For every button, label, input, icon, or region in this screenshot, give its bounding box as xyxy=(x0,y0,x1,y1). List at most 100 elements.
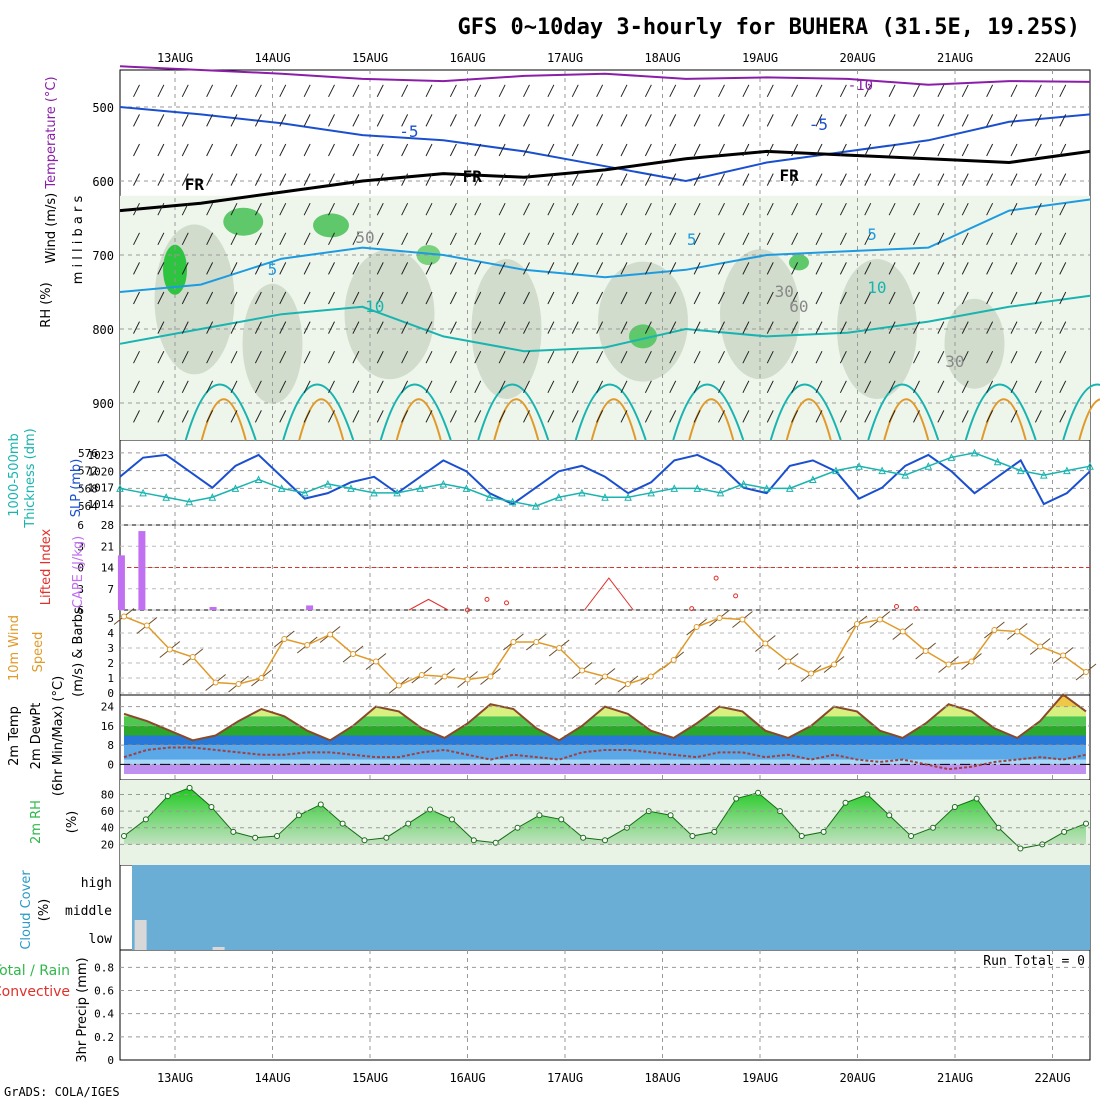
axis-label-part: Thickness (dm) xyxy=(23,428,38,528)
run-total: Run Total = 0 xyxy=(983,954,1085,969)
axis-label-part: Wind (m/s) xyxy=(44,193,59,264)
wind-barb xyxy=(352,410,360,423)
wind-barb xyxy=(1010,350,1018,364)
warm-contour xyxy=(298,398,345,441)
wind-barb xyxy=(571,380,579,394)
wind-speed-point xyxy=(922,648,929,654)
wind-barb xyxy=(498,143,506,157)
warm-contour xyxy=(395,398,442,441)
wind-barb xyxy=(693,84,701,98)
temp-line xyxy=(123,693,1087,742)
temp-band xyxy=(124,725,1086,736)
contour-label: 60 xyxy=(789,297,808,316)
warm-contour xyxy=(493,398,540,441)
wind-speed-point xyxy=(212,679,219,686)
wind-speed-point xyxy=(762,640,769,647)
wind-barb xyxy=(133,380,140,394)
day-label-top: 15AUG xyxy=(352,51,388,65)
wind-barb xyxy=(669,232,677,246)
thickness-marker xyxy=(162,493,170,501)
day-label-top: 19AUG xyxy=(742,51,778,65)
rh-point xyxy=(689,833,696,840)
wind-barb xyxy=(986,380,994,394)
wind-barb xyxy=(1010,262,1018,275)
wind-barb xyxy=(157,262,165,275)
wind-barb xyxy=(230,143,238,157)
wind-barb xyxy=(913,321,920,334)
temp-band xyxy=(124,694,1086,697)
wind-barb xyxy=(913,143,920,157)
wind-barb xyxy=(839,262,847,275)
wind-barb xyxy=(376,202,384,216)
wind-barb xyxy=(742,350,750,364)
wind-barb xyxy=(620,350,628,364)
wind-speed-point xyxy=(968,658,975,665)
wind-barb xyxy=(254,410,262,423)
wind-barb xyxy=(888,380,896,394)
wind-barb xyxy=(961,321,969,334)
wind-tick: 5 xyxy=(107,612,114,625)
thickness-marker xyxy=(601,493,609,501)
wind-barb xyxy=(596,173,604,186)
low-cloud-bar xyxy=(134,920,147,950)
temp-tick: 0 xyxy=(107,758,114,771)
thickness-marker xyxy=(809,475,817,483)
wind-barb xyxy=(596,380,604,394)
thickness-marker xyxy=(439,479,448,488)
axis-label: Wind (m/s) Temperature (°C) xyxy=(44,76,59,263)
wind-barb xyxy=(791,143,799,157)
wind-barb xyxy=(206,262,214,275)
wind-barb xyxy=(888,291,896,305)
wind-barb xyxy=(766,410,774,423)
wind-barb xyxy=(547,321,555,334)
axis-label: 10m Wind xyxy=(7,615,22,681)
wind-barb xyxy=(181,173,189,186)
thickness-marker xyxy=(1063,466,1071,475)
wind-barb xyxy=(815,232,823,246)
teal-contour xyxy=(672,383,745,441)
wind-barb xyxy=(571,350,579,364)
wind-barb xyxy=(254,114,262,127)
wind-barb xyxy=(474,202,482,216)
pressure-tick: 600 xyxy=(92,175,114,189)
wind-barb xyxy=(401,202,409,216)
wind-barb xyxy=(498,410,506,423)
slp-tick: 1023 xyxy=(88,449,115,462)
wind-barb xyxy=(303,114,311,127)
wind-barb xyxy=(986,291,994,305)
wind-barb xyxy=(352,232,360,246)
teal-contour xyxy=(282,383,355,441)
wind-barb xyxy=(620,262,628,275)
wind-barb xyxy=(644,321,652,334)
axis-label: 2m RH xyxy=(29,800,44,844)
wind-barb xyxy=(644,232,652,246)
wind-barb xyxy=(352,202,360,216)
rh-point xyxy=(142,816,149,823)
wind-barb xyxy=(669,410,677,423)
wind-barb xyxy=(498,232,506,246)
wind-barb xyxy=(864,232,872,246)
wind-barb xyxy=(1059,350,1067,364)
wind-barb xyxy=(181,321,189,334)
rh-blob xyxy=(154,224,235,375)
wind-barb xyxy=(254,262,262,275)
rh-blob xyxy=(598,261,688,382)
temp-band xyxy=(124,745,1086,760)
axis-label-part: 2m Temp xyxy=(7,706,22,766)
axis-label-part: (6hr Min/Max) (°C) xyxy=(51,676,66,796)
wind-barb xyxy=(888,410,896,423)
wind-barb xyxy=(718,84,725,98)
wind-barb xyxy=(742,262,750,275)
wind-barb xyxy=(913,114,920,127)
wind-barb xyxy=(1034,232,1042,246)
wind-barb xyxy=(742,291,750,305)
wind-tick: 2 xyxy=(107,657,114,670)
rh-blob xyxy=(344,249,435,380)
warm-contour xyxy=(200,398,247,441)
day-label-bottom: 22AUG xyxy=(1034,1071,1070,1085)
contour-label: FR xyxy=(185,175,205,194)
wind-barb xyxy=(864,410,872,423)
wind-barb xyxy=(766,143,774,157)
rh-point xyxy=(536,812,543,819)
wind-barb xyxy=(937,84,945,98)
